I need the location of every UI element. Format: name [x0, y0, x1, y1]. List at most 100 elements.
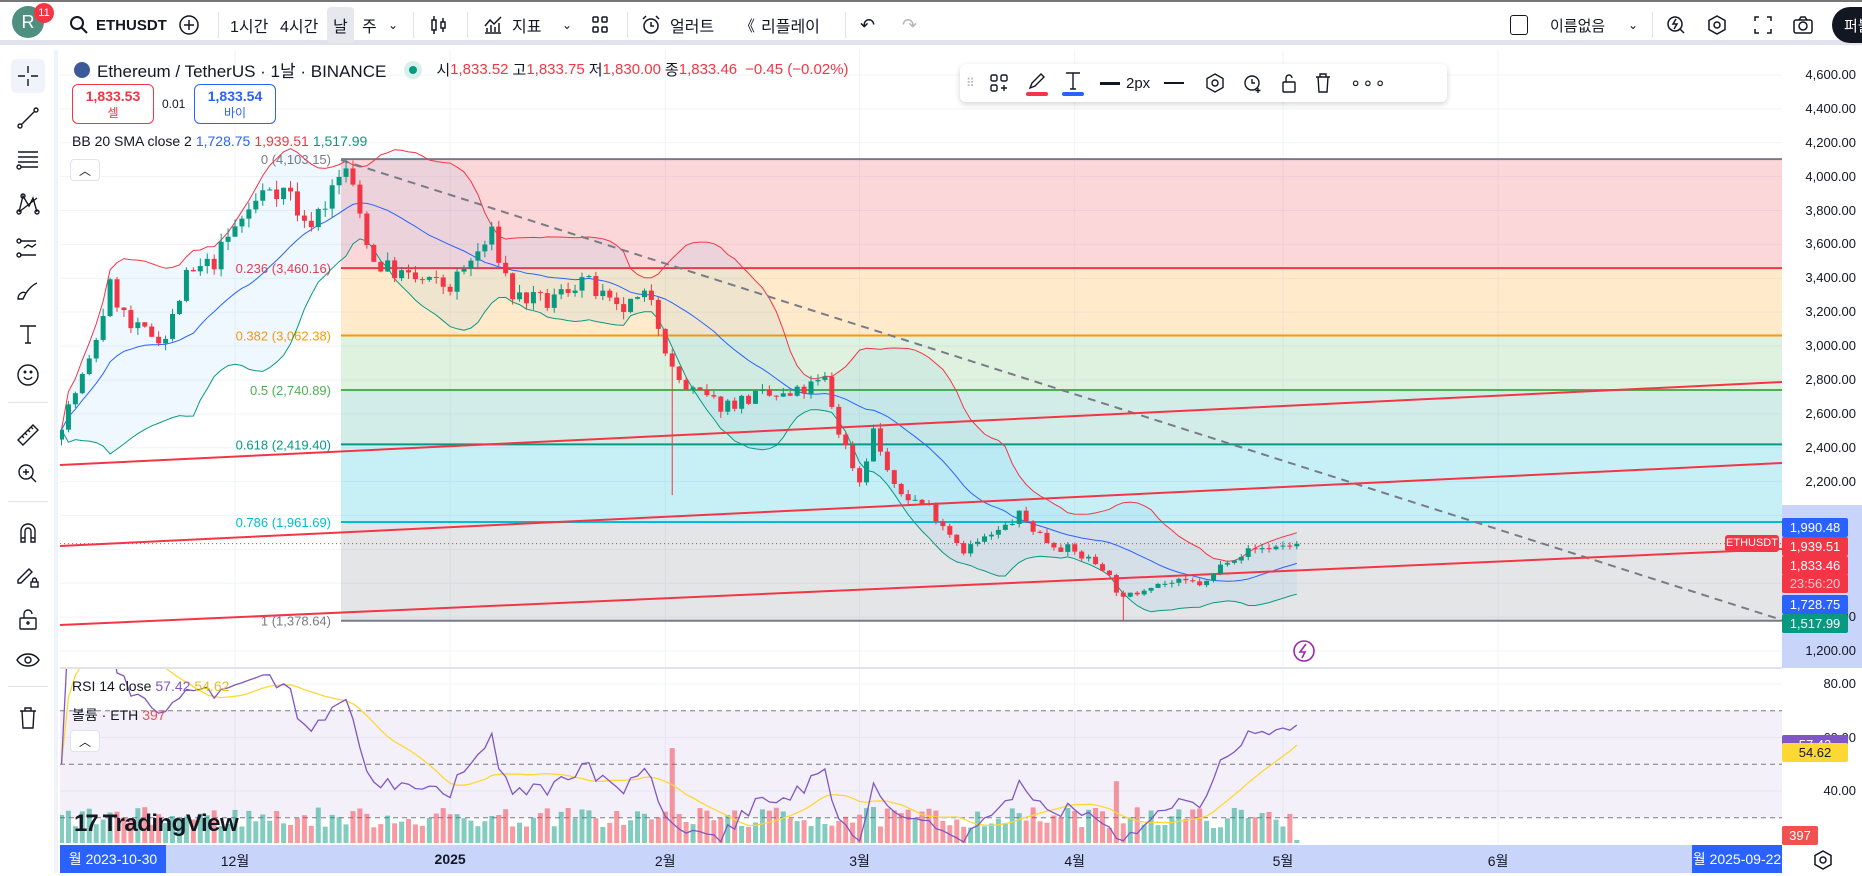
- compare-add-button[interactable]: [178, 10, 200, 40]
- lock-button[interactable]: [1278, 70, 1300, 96]
- volume-bar: [843, 816, 849, 843]
- interval-1d[interactable]: 날: [327, 7, 354, 43]
- settings-button[interactable]: [1204, 70, 1226, 96]
- measure-tool[interactable]: [11, 418, 45, 452]
- channel-line-bottom[interactable]: [60, 548, 1782, 626]
- avatar[interactable]: R 11: [12, 3, 54, 38]
- candle: [288, 187, 294, 192]
- rewind-icon: 《: [740, 17, 756, 35]
- drag-handle-icon[interactable]: ⠿: [966, 76, 975, 90]
- candle: [975, 541, 981, 545]
- hide-drawings-tool[interactable]: [11, 643, 45, 677]
- collapse-legend-button[interactable]: ︿: [70, 159, 100, 181]
- line-color-button[interactable]: [1026, 70, 1048, 96]
- remove-drawings-tool[interactable]: [11, 701, 45, 735]
- emoji-tool[interactable]: [11, 358, 45, 392]
- screenshot-button[interactable]: [1792, 10, 1814, 40]
- symbol-search[interactable]: ETHUSDT: [68, 10, 167, 40]
- time-axis[interactable]: 12월 2025 2월 3월 4월 5월 6월: [60, 845, 1782, 873]
- candle: [246, 209, 252, 219]
- text-tool[interactable]: [11, 317, 45, 351]
- fullscreen-button[interactable]: [1752, 10, 1774, 40]
- alert-button[interactable]: 얼러트: [640, 10, 714, 40]
- channel-line-mid[interactable]: [60, 462, 1782, 547]
- candle: [274, 189, 280, 200]
- pattern-tool[interactable]: [11, 187, 45, 221]
- layout-name-button[interactable]: 이름없음: [1550, 17, 1606, 35]
- volume-bar: [1065, 807, 1071, 843]
- templates-button[interactable]: [988, 70, 1010, 96]
- search-icon: [70, 16, 88, 34]
- bb-upper-value: 1,939.51: [254, 133, 309, 149]
- volume-bar: [773, 807, 779, 843]
- settings-button[interactable]: [1706, 10, 1728, 40]
- undo-button[interactable]: ↶: [860, 10, 875, 40]
- candle: [294, 191, 300, 216]
- candle: [891, 470, 897, 484]
- zoom-in-tool[interactable]: [11, 457, 45, 491]
- volume-bar: [655, 817, 661, 843]
- interval-4h[interactable]: 4시간: [280, 19, 319, 36]
- lightning-icon[interactable]: [1293, 640, 1315, 662]
- templates-button[interactable]: [589, 10, 611, 40]
- volume-bar: [1204, 820, 1210, 843]
- buy-button[interactable]: 1,833.54 바이: [194, 84, 276, 124]
- volume-bar: [204, 815, 210, 843]
- candle: [1058, 547, 1064, 552]
- bb-fill: [61, 148, 1297, 612]
- interval-1h[interactable]: 1시간: [230, 19, 269, 36]
- lock-tool[interactable]: [11, 602, 45, 636]
- add-alert-button[interactable]: [1242, 70, 1264, 96]
- interval-chevron-down-icon[interactable]: ⌄: [388, 18, 399, 32]
- magnet-tool[interactable]: [11, 516, 45, 550]
- fib-retracement[interactable]: 0 (4,103.15) 0.236 (3,460.16) 0.382 (3,062…: [236, 152, 1782, 629]
- fib-tool[interactable]: [11, 143, 45, 177]
- text-color-button[interactable]: [1062, 70, 1084, 96]
- layout-chevron-down-icon[interactable]: ⌄: [1628, 18, 1639, 32]
- line-style-button[interactable]: [1164, 70, 1184, 96]
- line-width-button[interactable]: 2px: [1100, 70, 1150, 96]
- volume-bar: [954, 819, 960, 843]
- channel-line-top[interactable]: [60, 381, 1782, 466]
- prediction-tool[interactable]: [11, 231, 45, 265]
- price-badge: 1,939.51: [1782, 537, 1848, 556]
- quick-search-button[interactable]: [1665, 10, 1687, 40]
- chevron-up-icon: ︿: [78, 734, 91, 749]
- axis-settings-button[interactable]: [1812, 849, 1834, 871]
- volume-bar: [982, 826, 988, 843]
- tradingview-logo[interactable]: 17 TradingView: [74, 810, 239, 838]
- volume-bar: [121, 817, 127, 843]
- symbol-legend[interactable]: Ethereum / TetherUS · 1날 · BINANCE 시 1,83…: [74, 57, 849, 82]
- publish-button[interactable]: 퍼블: [1832, 7, 1862, 43]
- indicators-button[interactable]: 지표: [482, 10, 541, 40]
- crosshair-tool[interactable]: [11, 59, 45, 93]
- trend-line[interactable]: [340, 159, 1782, 621]
- redo-button[interactable]: ↷: [902, 10, 917, 40]
- candle: [385, 260, 391, 272]
- lock-drawings-tool[interactable]: [11, 560, 45, 594]
- interval-1w[interactable]: 주: [362, 19, 377, 36]
- candle: [60, 429, 64, 440]
- rsi-legend[interactable]: RSI 14 close 57.42 54.62: [72, 678, 229, 694]
- volume-legend[interactable]: 볼륨 · ETH 397: [72, 705, 166, 725]
- layout-checkbox[interactable]: [1510, 10, 1528, 40]
- replay-button[interactable]: 《 리플레이: [740, 10, 820, 40]
- candle: [1252, 548, 1258, 550]
- brush-tool[interactable]: [11, 274, 45, 308]
- volume-bar: [1023, 820, 1029, 843]
- indicators-chevron-down-icon[interactable]: ⌄: [562, 18, 573, 32]
- candle: [336, 176, 342, 186]
- candle: [517, 292, 523, 300]
- collapse-pane-legend-button[interactable]: ︿: [70, 730, 100, 752]
- sell-button[interactable]: 1,833.53 셀: [72, 84, 154, 124]
- trend-line-tool[interactable]: [11, 101, 45, 135]
- volume-bar: [149, 824, 155, 843]
- drawings[interactable]: [60, 159, 1782, 626]
- delete-button[interactable]: [1312, 70, 1334, 96]
- more-button[interactable]: ∘∘∘: [1350, 70, 1387, 96]
- candle: [454, 271, 460, 292]
- bb-legend[interactable]: BB 20 SMA close 2 1,728.75 1,939.51 1,51…: [72, 133, 367, 149]
- chart-type-button[interactable]: [428, 10, 450, 40]
- volume-bar: [426, 817, 432, 843]
